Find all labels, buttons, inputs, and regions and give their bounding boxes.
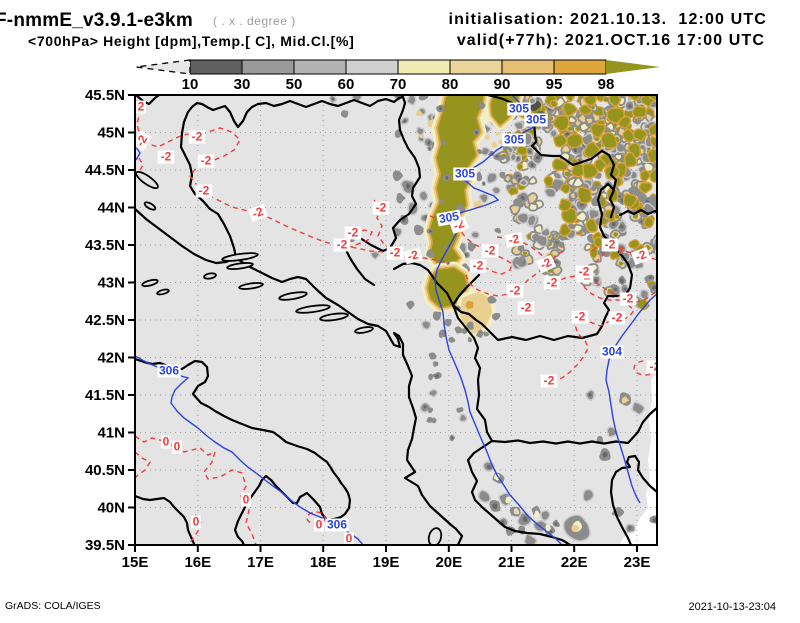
svg-text:44.5N: 44.5N: [85, 162, 125, 179]
svg-text:-2: -2: [337, 238, 348, 252]
svg-text:0: 0: [316, 518, 323, 532]
svg-text:-2: -2: [192, 130, 203, 144]
svg-text:95: 95: [546, 76, 563, 93]
svg-text:30: 30: [234, 76, 251, 93]
svg-text:-2: -2: [612, 311, 623, 325]
svg-text:-2: -2: [544, 374, 555, 388]
svg-text:43.5N: 43.5N: [85, 237, 125, 254]
svg-text:0: 0: [243, 493, 250, 507]
svg-text:305: 305: [509, 102, 529, 116]
svg-text:0: 0: [163, 435, 170, 449]
svg-text:50: 50: [286, 76, 303, 93]
svg-text:2021-10-13-23:04: 2021-10-13-23:04: [689, 601, 776, 613]
svg-text:305: 305: [526, 113, 546, 127]
svg-text:90: 90: [494, 76, 511, 93]
svg-text:41N: 41N: [97, 425, 125, 442]
svg-text:304: 304: [602, 345, 622, 359]
svg-text:21E: 21E: [498, 554, 525, 571]
svg-text:-2: -2: [579, 265, 590, 279]
svg-text:0: 0: [346, 532, 353, 546]
svg-text:45N: 45N: [97, 125, 125, 142]
svg-text:19E: 19E: [373, 554, 400, 571]
svg-text:-2: -2: [605, 238, 616, 252]
svg-text:GrADS: COLA/IGES: GrADS: COLA/IGES: [5, 600, 101, 612]
svg-text:10: 10: [182, 76, 199, 93]
svg-text:305: 305: [455, 167, 475, 181]
svg-text:39.5N: 39.5N: [85, 537, 125, 554]
svg-text:valid(+77h): 2021.OCT.16 17:00: valid(+77h): 2021.OCT.16 17:00 UTC: [457, 32, 765, 49]
svg-text:-2: -2: [161, 150, 172, 164]
svg-text:-2: -2: [376, 201, 387, 215]
svg-text:15E: 15E: [122, 554, 149, 571]
svg-text:40N: 40N: [97, 500, 125, 517]
svg-text:<700hPa> Height [dpm],Temp.[ C: <700hPa> Height [dpm],Temp.[ C], Mid.Cl.…: [28, 33, 354, 49]
svg-text:45.5N: 45.5N: [85, 87, 125, 104]
svg-text:98: 98: [598, 76, 615, 93]
svg-text:23E: 23E: [624, 554, 651, 571]
svg-text:0: 0: [193, 515, 200, 529]
svg-text:60: 60: [338, 76, 355, 93]
svg-text:-2: -2: [650, 360, 661, 374]
svg-text:-2: -2: [623, 292, 634, 306]
svg-text:2: 2: [618, 245, 624, 257]
svg-text:44N: 44N: [97, 200, 125, 217]
svg-text:-2: -2: [199, 184, 210, 198]
svg-text:-2: -2: [633, 247, 648, 264]
svg-text:-2: -2: [575, 310, 586, 324]
svg-text:F-nmmE_v3.9.1-e3km: F-nmmE_v3.9.1-e3km: [0, 10, 193, 31]
svg-text:-2: -2: [521, 301, 532, 315]
svg-text:70: 70: [390, 76, 407, 93]
svg-text:-2: -2: [201, 154, 212, 168]
svg-text:306: 306: [159, 364, 179, 378]
svg-text:-2: -2: [348, 226, 359, 240]
svg-text:42N: 42N: [97, 350, 125, 367]
svg-text:-2: -2: [406, 247, 420, 263]
svg-text:-2: -2: [390, 246, 401, 260]
svg-text:0: 0: [174, 440, 181, 454]
svg-text:16E: 16E: [184, 554, 211, 571]
svg-text:( . x . degree ): ( . x . degree ): [213, 14, 296, 28]
svg-text:22E: 22E: [561, 554, 588, 571]
svg-text:-2: -2: [485, 244, 496, 258]
svg-text:-2: -2: [507, 232, 520, 248]
svg-text:80: 80: [442, 76, 459, 93]
svg-text:-2: -2: [547, 276, 558, 290]
svg-text:20E: 20E: [435, 554, 462, 571]
svg-text:41.5N: 41.5N: [85, 387, 125, 404]
svg-text:306: 306: [327, 518, 347, 532]
svg-text:-2: -2: [510, 284, 521, 298]
svg-text:305: 305: [504, 133, 524, 147]
svg-text:42.5N: 42.5N: [85, 312, 125, 329]
svg-text:40.5N: 40.5N: [85, 462, 125, 479]
svg-text:initialisation: 2021.10.13. 1: initialisation: 2021.10.13. 12:00 UTC: [449, 11, 767, 28]
svg-text:305: 305: [438, 209, 460, 226]
svg-text:-2: -2: [250, 204, 265, 221]
svg-text:18E: 18E: [310, 554, 337, 571]
svg-text:43N: 43N: [97, 275, 125, 292]
svg-text:17E: 17E: [247, 554, 274, 571]
svg-text:-2: -2: [473, 259, 484, 273]
svg-text:2: 2: [138, 100, 145, 114]
